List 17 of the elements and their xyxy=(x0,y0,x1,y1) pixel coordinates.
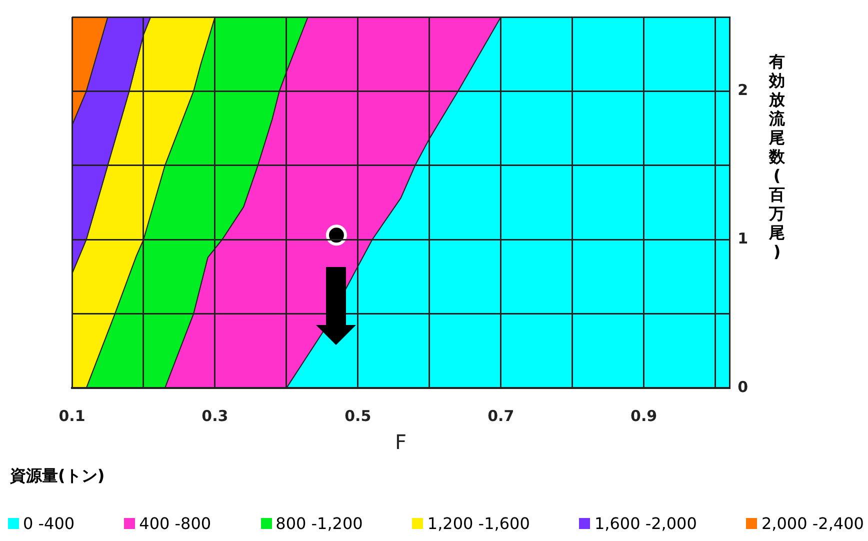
text: 有効放流尾数(百万尾) xyxy=(769,52,785,261)
x-tick-label: 0.9 xyxy=(630,406,658,425)
x-axis-title: F xyxy=(395,430,407,454)
legend-label: 0 -400 xyxy=(23,514,75,533)
x-tick-label: 0.3 xyxy=(202,406,228,425)
y-tick-label: 2 xyxy=(738,81,748,100)
y-tick-label: 0 xyxy=(738,378,748,396)
x-tick-label: 0.7 xyxy=(488,406,514,425)
legend-label: 800 -1,200 xyxy=(276,514,363,533)
legend-title: 資源量(トン) xyxy=(10,466,105,487)
x-tick-label: 0.1 xyxy=(58,406,86,425)
legend-label: 1,200 -1,600 xyxy=(427,514,530,533)
legend-label: 400 -800 xyxy=(139,514,212,533)
legend-label: 1,600 -2,000 xyxy=(594,514,697,533)
y-tick-label: 1 xyxy=(738,229,748,248)
legend-label: 2,000 -2,400 xyxy=(761,514,864,533)
x-tick-label: 0.5 xyxy=(344,406,372,425)
